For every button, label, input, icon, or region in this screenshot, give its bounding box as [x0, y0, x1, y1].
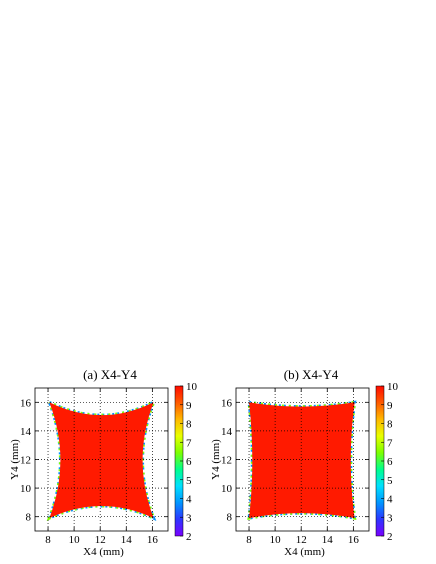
panel-b: (b) X4-Y4 8 10 12 14 16 8 10 12 14 16 X4 (mm) Y4 (mm… [210, 367, 399, 558]
x-tick-label: 12 [95, 534, 106, 546]
y-tick-label: 16 [20, 397, 32, 409]
colorbar-tick-label: 3 [387, 512, 393, 524]
x-tick-label: 10 [270, 534, 282, 546]
y-tick-label: 16 [221, 397, 233, 409]
x-tick-label: 14 [322, 534, 334, 546]
y-tick-label: 14 [221, 426, 233, 438]
colorbar-tick-label: 10 [186, 381, 198, 393]
x-tick-label: 16 [147, 534, 159, 546]
y-tick-label: 14 [20, 426, 32, 438]
colorbar-tick-label: 10 [387, 381, 399, 393]
x-tick-label: 14 [121, 534, 133, 546]
x-axis-title: X4 (mm) [284, 546, 325, 558]
colorbar-tick-label: 8 [186, 419, 192, 431]
colorbar-tick-label: 6 [387, 456, 393, 468]
colorbar-tick-label: 2 [186, 531, 192, 543]
colorbar-tick-label: 5 [186, 475, 192, 487]
y-tick-label: 12 [20, 455, 31, 467]
y-axis-title: Y4 (mm) [9, 439, 21, 480]
panel-title: (b) X4-Y4 [284, 367, 339, 382]
y-tick-label: 10 [20, 483, 32, 495]
colorbar-tick-label: 9 [387, 400, 393, 412]
colorbar-tick-label: 4 [387, 494, 393, 506]
colorbar-tick-label: 9 [186, 400, 192, 412]
y-tick-label: 10 [221, 483, 233, 495]
panel-a: (a) X4-Y4 8 10 12 14 16 8 10 12 14 16 X4 (mm) Y4 (mm… [9, 367, 198, 558]
x-tick-label: 8 [45, 534, 51, 546]
x-tick-label: 10 [69, 534, 81, 546]
colorbar-tick-label: 2 [387, 531, 393, 543]
colorbar-tick-label: 8 [387, 419, 393, 431]
heatmap-fill [49, 402, 154, 519]
x-axis-title: X4 (mm) [83, 546, 124, 558]
edge-speckle-green [247, 400, 357, 520]
panel-title: (a) X4-Y4 [83, 367, 137, 382]
y-axis-title: Y4 (mm) [210, 439, 222, 480]
colorbar-tick-label: 6 [186, 456, 192, 468]
colorbar-tick-label: 3 [186, 512, 192, 524]
y-tick-label: 8 [26, 512, 32, 524]
y-tick-label: 12 [221, 455, 232, 467]
x-tick-label: 8 [246, 534, 252, 546]
x-tick-label: 12 [296, 534, 307, 546]
x-tick-label: 16 [348, 534, 360, 546]
heatmap-fill [249, 402, 355, 519]
colorbar-tick-label: 7 [186, 437, 192, 449]
colorbar-tick-label: 5 [387, 475, 393, 487]
colorbar-tick-label: 7 [387, 437, 393, 449]
y-tick-label: 8 [227, 512, 233, 524]
edge-speckle-blue [46, 399, 157, 522]
colorbar-tick-label: 4 [186, 494, 192, 506]
